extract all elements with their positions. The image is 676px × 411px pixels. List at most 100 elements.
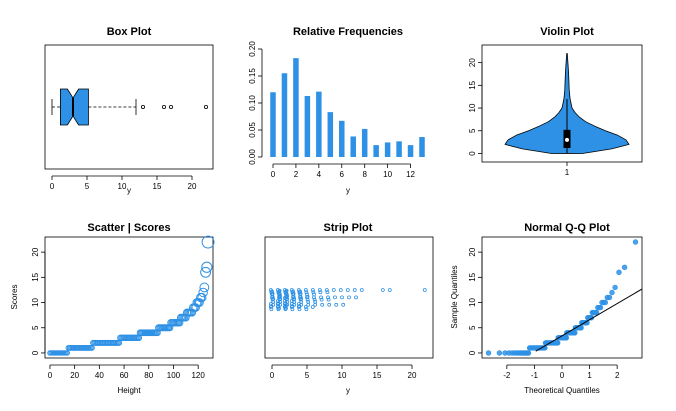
qq-plot-point [496,350,503,356]
strip-plot-point [312,292,316,297]
violin-plot-title: Violin Plot [540,26,594,38]
qq-plot-y-tick-label: 10 [468,298,477,307]
violin-plot-y-tick-label: 20 [468,58,477,67]
qq-plot-point [554,340,561,346]
scatter-x-tick-label: 80 [144,371,153,380]
relative-frequencies-panel: Relative Frequencies y 0.00 0.05 0.10 0.15 0… [248,26,425,195]
scatter-y-tick-label: 10 [31,298,40,307]
violin-plot-y-tick-label: 15 [468,80,477,89]
strip-plot-point [305,294,310,299]
qq-plot-ylabel: Sample Quantiles [450,265,459,328]
violin-plot-panel: Violin Plot 0 5 10 15 20 1 [468,26,643,177]
strip-plot-point [277,288,282,293]
box-plot-xlabel: y [127,186,131,195]
strip-plot-x-tick-label: 10 [338,371,347,380]
relative-frequencies-y-tick-label: 0.20 [248,41,257,57]
qq-plot-point [525,350,532,356]
strip-plot-point [303,288,308,292]
qq-plot-xlabel: Theoretical Quantiles [524,386,600,395]
scatter-y-tick-label: 15 [31,272,40,281]
strip-plot-title: Strip Plot [324,222,373,234]
qq-plot-y-tick-label: 5 [468,325,477,330]
strip-plot-point [292,296,297,301]
strip-plot-point [340,295,344,300]
strip-plot-point [387,288,392,292]
qq-plot-point [616,269,622,275]
strip-plot-point [278,293,283,298]
strip-plot-point [324,288,329,292]
strip-plot-point [303,305,308,309]
scatter-x-tick-label: 40 [95,371,104,380]
qq-plot-y-tick-label: 20 [468,247,477,256]
scatter-x-tick-label: 120 [191,371,205,380]
qq-plot-x-tick-label: 2 [615,371,620,380]
strip-plot-point [276,301,281,306]
strip-plot-point [327,302,332,307]
scatter-point [64,350,70,356]
box-plot-x-tick-label: 5 [85,182,90,191]
relative-frequencies-x-tick-label: 0 [271,170,276,179]
strip-plot-point [297,304,302,309]
strip-plot-x-tick-label: 15 [373,371,382,380]
strip-plot-point [317,288,322,292]
relative-frequencies-x-tick-label: 12 [406,170,415,179]
strip-plot-point [326,297,331,302]
strip-plot-point [304,307,309,312]
relative-frequencies-x-tick-label: 8 [362,170,367,179]
box-plot-x-tick-label: 0 [50,182,55,191]
scatter-point [200,266,212,278]
strip-plot-point [312,297,317,302]
strip-plot-point [354,295,358,300]
qq-plot-point [621,264,628,270]
scatter-point [197,292,207,303]
qq-plot-x-tick-label: 1 [587,371,592,380]
scatter-y-tick-label: 5 [31,325,40,330]
strip-plot-point [359,288,364,292]
strip-plot-point [338,288,343,292]
strip-plot-panel: Strip Plot y 0 5 10 15 20 [264,222,434,395]
scatter-x-tick-label: 100 [167,371,181,380]
strip-plot-point [291,289,295,294]
box-plot-x-tick-label: 15 [153,182,162,191]
scatter-ylabel: Scores [10,285,19,310]
qq-plot-point [578,325,584,331]
strip-plot-point [325,290,330,295]
box-plot-notched-box [60,88,89,126]
violin-plot-y-tick-label: 10 [468,103,477,112]
box-plot-frame [44,44,214,170]
strip-plot-point [282,296,287,300]
scatter-x-tick-label: 20 [70,371,79,380]
strip-plot-point [296,302,301,306]
qq-plot-point [609,289,615,296]
strip-plot-x-tick-label: 0 [270,371,275,380]
strip-plot-point [306,299,311,304]
strip-plot-point [331,288,336,292]
strip-plot-point [284,303,288,308]
qq-plot-point [485,350,492,356]
strip-plot-point [271,296,276,301]
strip-plot-x-tick-label: 5 [305,371,310,380]
strip-plot-point [352,288,357,292]
relative-frequencies-xlabel: y [346,186,350,195]
strip-plot-point [289,299,294,303]
scatter-x-tick-label: 0 [48,371,53,380]
qq-plot-reference-line [535,288,643,352]
scatter-y-tick-label: 20 [31,247,40,256]
strip-plot-point [310,305,315,309]
box-plot-title: Box Plot [107,26,152,38]
box-plot-outlier [203,105,208,110]
scatter-panel: Scatter | Scores Height Scores 0 5 10 15 20 0… [10,222,215,395]
qq-plot-point [602,299,608,306]
qq-plot-point [572,330,578,336]
scatter-point [199,282,210,293]
qq-plot-x-tick-label: -2 [503,371,511,380]
strip-plot-point [283,301,288,306]
scatter-point [201,235,215,249]
relative-frequencies-x-tick-label: 4 [317,170,322,179]
strip-plot-point [341,302,346,307]
qq-plot-point [612,284,618,291]
box-plot-x-tick-label: 20 [188,182,197,191]
strip-plot-point [270,291,275,296]
qq-plot-title: Normal Q-Q Plot [524,222,610,234]
